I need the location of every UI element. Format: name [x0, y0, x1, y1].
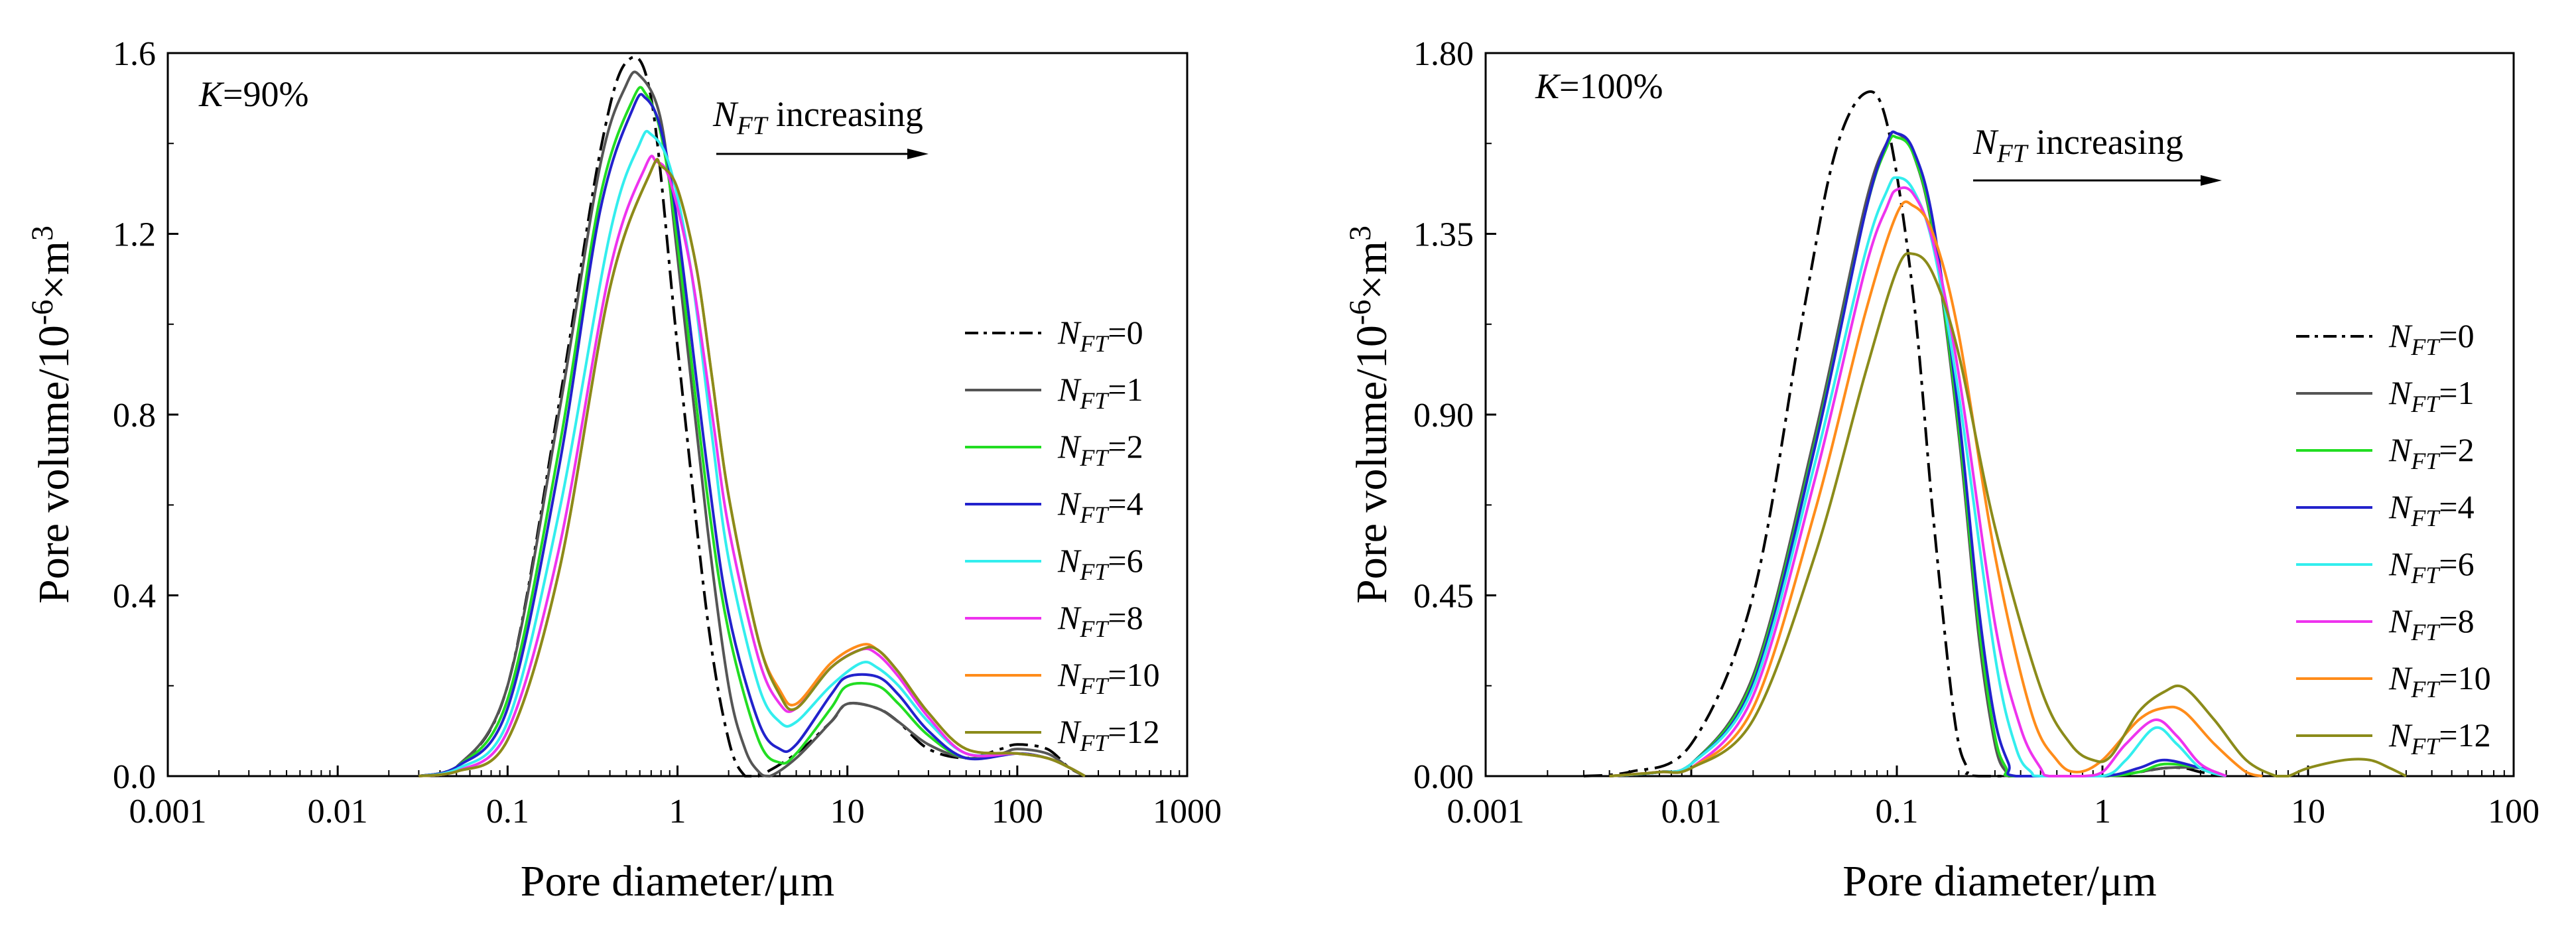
series-line-nft2: [1609, 135, 2227, 778]
x-tick-label: 10: [830, 793, 865, 831]
x-tick-label: 1000: [1153, 793, 1222, 831]
trend-arrow-head: [2201, 175, 2222, 186]
series-line-nft8: [1609, 186, 2227, 777]
trend-annotation: NFT increasing: [712, 94, 923, 140]
y-tick-label: 1.35: [1413, 216, 1474, 254]
legend-label: NFT=2: [2388, 431, 2475, 474]
legend-label: NFT=8: [1057, 599, 1143, 642]
legend-label: NFT=0: [2388, 317, 2475, 360]
legend-label: NFT=4: [1057, 485, 1143, 528]
series-line-nft1: [1609, 130, 2227, 778]
series-line-nft10: [419, 158, 1086, 777]
plot-frame: [166, 52, 1189, 777]
series-line-nft6: [419, 129, 1086, 777]
legend-label: NFT=8: [2388, 602, 2475, 645]
trend-annotation: NFT increasing: [1972, 122, 2183, 168]
x-tick-label: 1: [669, 793, 686, 831]
k-annotation: K=100%: [1535, 66, 1663, 106]
series-line-nft4: [1609, 130, 2227, 778]
y-tick-label: 0.8: [113, 397, 156, 434]
legend-label: NFT=2: [1057, 428, 1143, 471]
series-line-nft12: [1609, 251, 2407, 777]
series-line-nft6: [1609, 176, 2227, 778]
y-tick-label: 1.6: [113, 35, 156, 73]
y-tick-label: 0.4: [113, 578, 156, 616]
chart-k90: 0.001 0.01 0.1 1 10 100 1000 0.0 0.4 0.8 1.2 1.6 Por…: [25, 35, 1222, 905]
legend-label: NFT=6: [1057, 542, 1143, 585]
k-annotation: K=90%: [198, 74, 308, 114]
series-line-nft12: [419, 158, 1086, 777]
legend-label: NFT=10: [1057, 656, 1160, 699]
x-tick-label: 0.001: [1447, 793, 1525, 831]
y-tick-label: 0.45: [1413, 578, 1474, 616]
y-tick-label: 0.00: [1413, 758, 1474, 796]
y-tick-label: 0.90: [1413, 397, 1474, 434]
legend-label: NFT=1: [2388, 374, 2475, 417]
legend-label: NFT=12: [1057, 713, 1160, 756]
legend-label: NFT=10: [2388, 659, 2491, 702]
y-tick-label: 0.0: [113, 758, 156, 796]
legend-label: NFT=0: [1057, 314, 1143, 357]
x-tick-label: 0.1: [486, 793, 529, 831]
legend-label: NFT=4: [2388, 488, 2475, 531]
series-line-nft4: [418, 93, 1086, 777]
x-tick-label: 0.1: [1876, 793, 1919, 831]
x-tick-label: 0.01: [1661, 793, 1722, 831]
legend-label: NFT=1: [1057, 371, 1143, 414]
x-axis-title: Pore diameter/μm: [1842, 857, 2156, 905]
x-tick-label: 100: [2488, 793, 2540, 831]
y-tick-label: 1.80: [1413, 35, 1474, 73]
x-axis-title: Pore diameter/μm: [521, 857, 834, 905]
legend-label: NFT=12: [2388, 716, 2491, 760]
series-line-nft2: [418, 86, 1086, 777]
y-axis-title: Pore volume/10-6×m3: [25, 226, 78, 604]
series-line-nft0: [1583, 90, 2226, 778]
trend-arrow-head: [907, 149, 929, 159]
x-tick-label: 10: [2291, 793, 2325, 831]
series-line-nft8: [419, 155, 1086, 777]
x-tick-label: 0.01: [308, 793, 368, 831]
chart-k100: 0.001 0.01 0.1 1 10 100 0.00 0.45 0.90 1.35 1.80 Po…: [1343, 35, 2540, 905]
y-tick-label: 1.2: [113, 216, 156, 254]
legend-label: NFT=6: [2388, 545, 2475, 588]
x-tick-label: 0.001: [129, 793, 207, 831]
series-line-nft10: [1609, 200, 2263, 777]
y-axis-title: Pore volume/10-6×m3: [1343, 226, 1396, 604]
x-tick-label: 100: [992, 793, 1043, 831]
x-tick-label: 1: [2094, 793, 2111, 831]
